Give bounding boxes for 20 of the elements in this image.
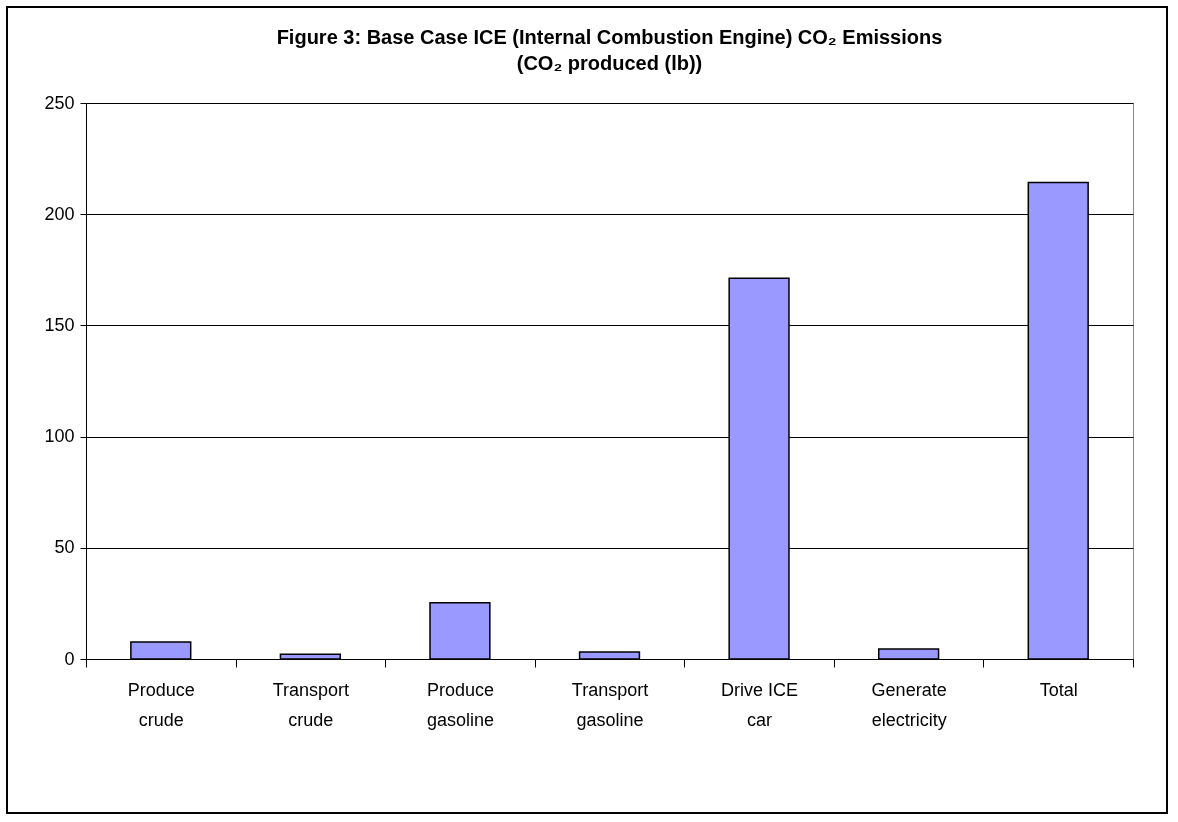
x-tick-label: Generate electricity: [871, 679, 947, 730]
bar: [578, 651, 641, 660]
y-tick-label: 100: [44, 426, 75, 447]
bar: [877, 648, 940, 660]
bar: [130, 641, 192, 660]
x-tick-label: Transport crude: [272, 679, 350, 730]
bar: [429, 601, 491, 660]
y-tick-label: 50: [54, 537, 75, 558]
y-tick-label: 0: [64, 648, 75, 669]
x-tick-label: Transport gasoline: [571, 679, 649, 730]
x-tick-label: Produce gasoline: [426, 679, 494, 730]
chart-subtitle: (CO₂ produced (lb)): [516, 52, 703, 74]
x-tick-label: Total: [1039, 679, 1078, 700]
chart-title: Figure 3: Base Case ICE (Internal Combustion Engine) CO₂ Emissions: [276, 26, 943, 48]
y-tick-label: 150: [44, 314, 75, 335]
x-tick-label: Produce crude: [127, 679, 195, 730]
bar: [279, 653, 342, 660]
x-tick-label: Drive ICE car: [721, 679, 799, 730]
y-tick-label: 200: [44, 203, 75, 224]
y-tick-label: 250: [44, 92, 75, 113]
